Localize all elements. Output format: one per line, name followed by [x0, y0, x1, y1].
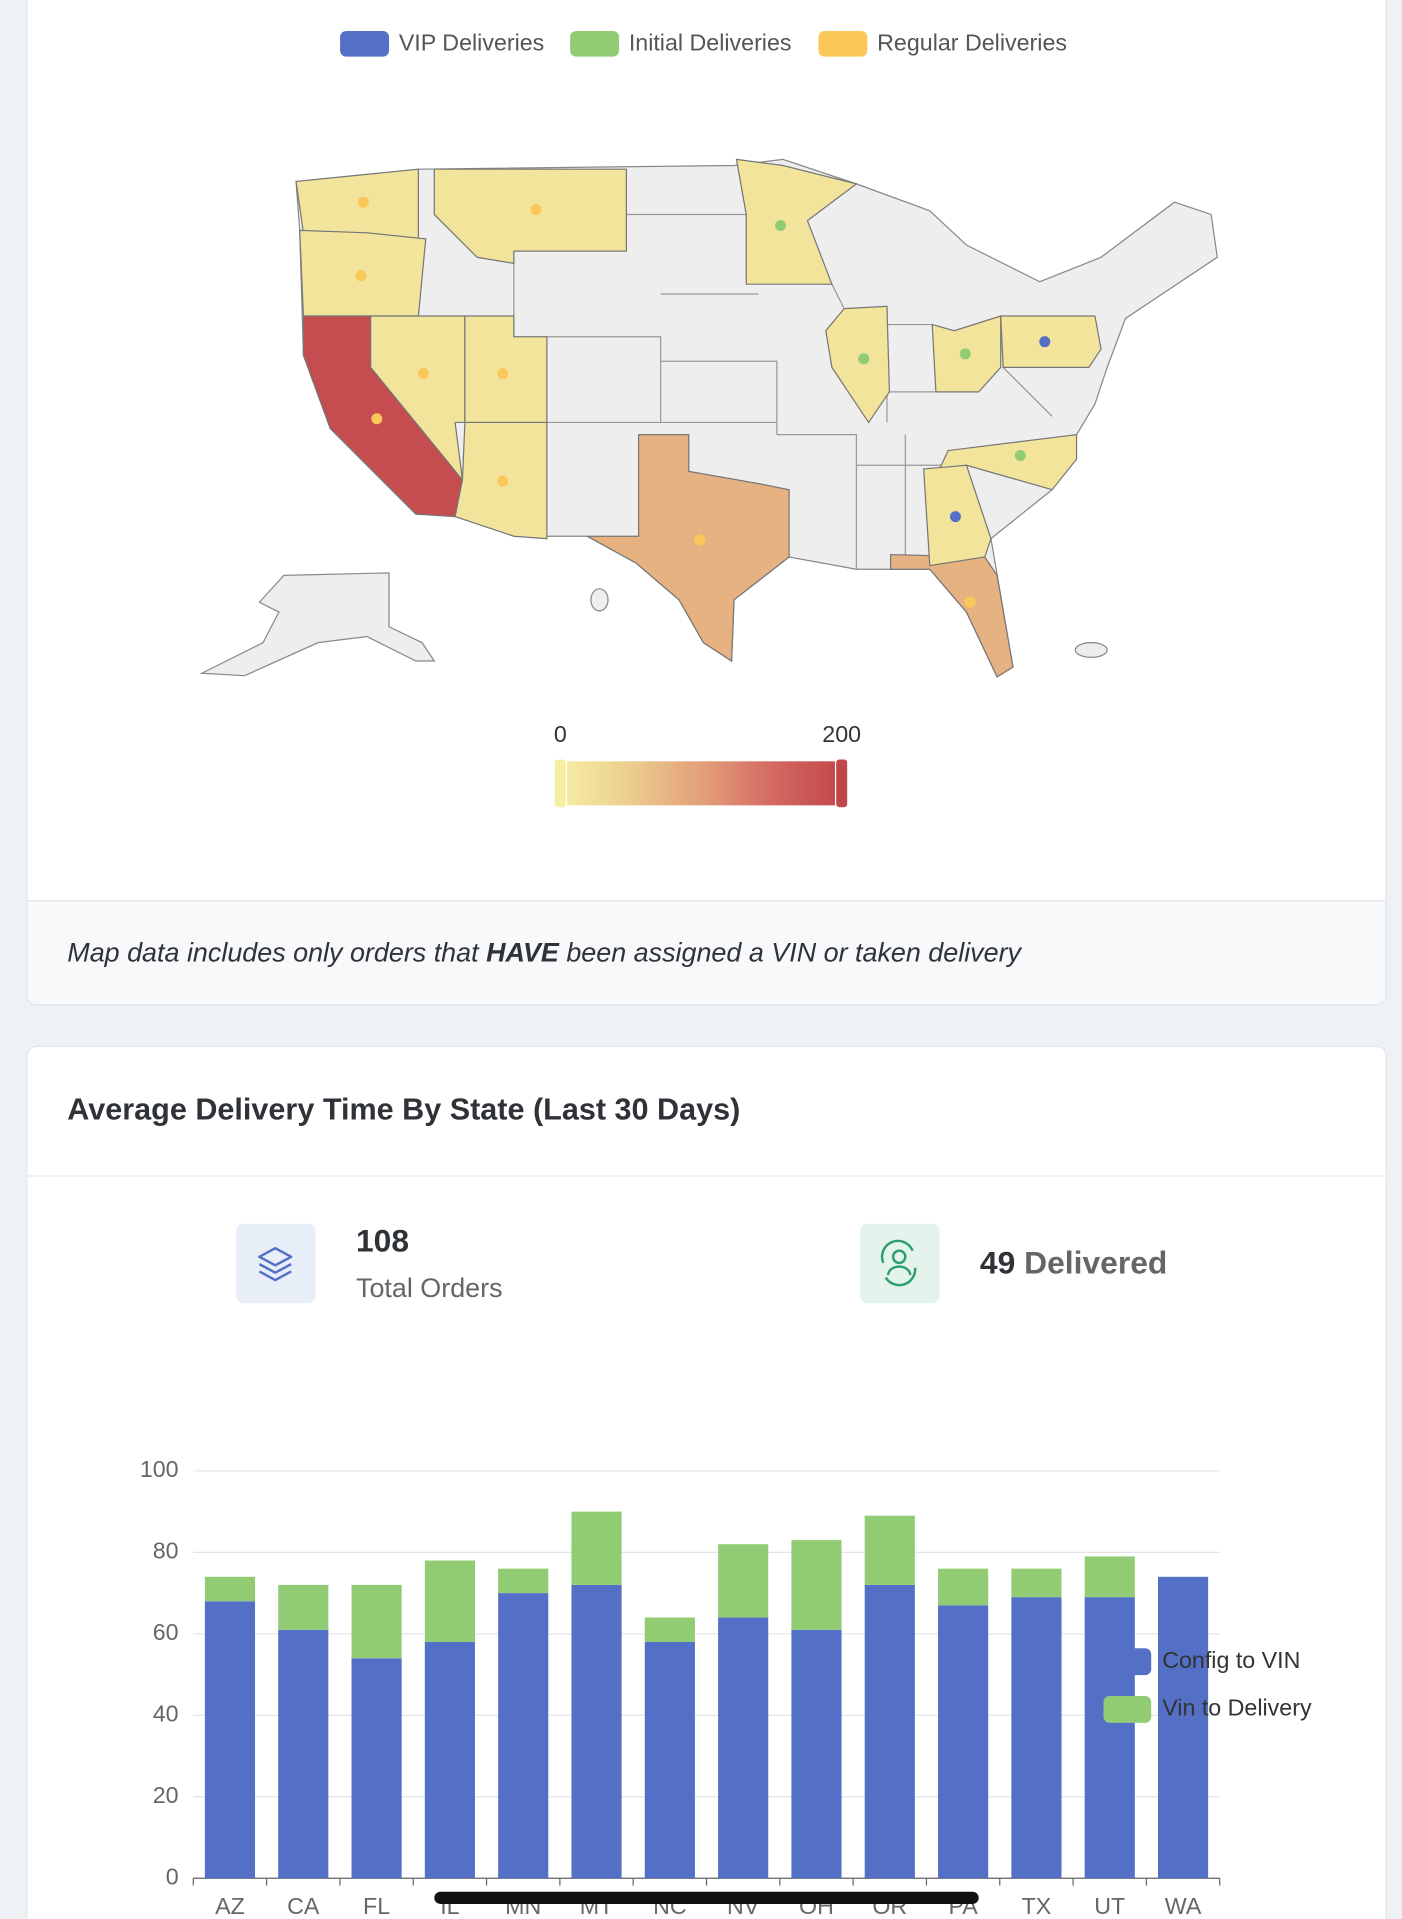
island [1074, 642, 1108, 658]
state-region [735, 158, 858, 285]
home-indicator [434, 1891, 979, 1904]
state-region [825, 305, 891, 424]
y-tick-label: 40 [153, 1700, 179, 1726]
bar-segment [498, 1593, 549, 1879]
delivery-marker [964, 596, 976, 608]
delivery-marker [858, 353, 870, 365]
card-title: Average Delivery Time By State (Last 30 … [67, 1092, 740, 1126]
bar-segment [424, 1641, 475, 1879]
bar-segment [1011, 1597, 1062, 1879]
legend-label: Initial Deliveries [629, 30, 792, 56]
layers-icon [258, 1246, 293, 1282]
bar-segment [278, 1629, 329, 1879]
x-tick-label: AZ [215, 1893, 245, 1919]
bar-segment [204, 1601, 256, 1879]
note-emphasis: HAVE [486, 938, 560, 968]
legend-label: VIP Deliveries [399, 30, 545, 56]
bar-segment [644, 1617, 695, 1642]
delivered-count: 49 [980, 1245, 1015, 1281]
bar-segment [644, 1641, 695, 1879]
bar-segment [864, 1515, 915, 1585]
state-region [586, 434, 790, 663]
bar-segment [718, 1617, 769, 1879]
delivered-stat: 49 Delivered [980, 1245, 1167, 1281]
bar-segment [1084, 1556, 1135, 1598]
note-text: Map data includes only orders that [67, 938, 480, 968]
x-tick-label: WA [1165, 1893, 1202, 1919]
delivery-marker [775, 219, 787, 231]
delivery-marker [949, 511, 961, 523]
delivery-marker [497, 367, 509, 380]
bar-segment [1084, 1597, 1135, 1879]
colorbar-handle [834, 758, 849, 809]
orders-icon-box [236, 1223, 316, 1304]
colorbar-label: 0 [554, 721, 567, 747]
delivery-marker [355, 270, 367, 282]
delivery-marker [497, 475, 509, 487]
delivery-marker [417, 367, 429, 380]
x-tick-label: TX [1022, 1893, 1052, 1919]
state-region [295, 168, 420, 240]
hawaii [590, 588, 609, 612]
bar-segment [864, 1584, 915, 1879]
bar-segment [351, 1658, 402, 1879]
y-tick-label: 100 [140, 1456, 179, 1482]
bar-segment [424, 1560, 475, 1642]
bar-segment [791, 1540, 842, 1630]
legend-label: Regular Deliveries [877, 30, 1067, 56]
delivered-icon [880, 1239, 917, 1287]
map [199, 158, 1218, 678]
bar-segment [204, 1576, 256, 1602]
legend-swatch [1103, 1648, 1152, 1676]
legend-label: Vin to Delivery [1162, 1695, 1312, 1721]
orders-label: Total Orders [356, 1273, 503, 1303]
colorbar-handle [553, 758, 568, 809]
delivery-marker [1014, 449, 1026, 461]
bar-segment [571, 1511, 622, 1585]
delivery-marker [371, 413, 383, 425]
bar-segment [938, 1605, 989, 1879]
bar-segment [1157, 1576, 1209, 1879]
x-tick-label: CA [287, 1893, 320, 1919]
bar-segment [351, 1584, 402, 1659]
y-tick-label: 20 [153, 1782, 179, 1808]
legend-swatch [1103, 1695, 1152, 1723]
bar-segment [938, 1568, 989, 1606]
y-tick-label: 0 [166, 1863, 179, 1889]
delivery-marker [959, 348, 971, 360]
orders-count: 108 [356, 1223, 409, 1259]
legend-label: Config to VIN [1162, 1647, 1300, 1673]
bar-segment [571, 1584, 622, 1879]
note-text: been assigned a VIN or taken delivery [566, 938, 1022, 968]
state-region [1000, 315, 1102, 368]
legend-swatch [340, 30, 390, 57]
state-region [433, 168, 627, 265]
alaska [199, 572, 436, 677]
map-note: Map data includes only orders that HAVE … [67, 938, 1022, 968]
colorbar-label: 200 [822, 721, 861, 747]
x-tick-label: UT [1094, 1893, 1125, 1919]
legend-swatch [570, 30, 620, 57]
delivery-marker [694, 534, 706, 546]
y-tick-label: 60 [153, 1619, 179, 1645]
bar-segment [791, 1629, 842, 1879]
delivered-label: Delivered [1024, 1245, 1167, 1281]
legend-swatch [818, 30, 868, 57]
map-card-footer [26, 900, 1387, 1006]
delivery-marker [357, 196, 369, 208]
bar-segment [1011, 1568, 1062, 1598]
colorbar [560, 761, 842, 806]
delivery-marker [1039, 336, 1051, 348]
delivery-marker [530, 204, 542, 216]
bar-segment [498, 1568, 549, 1594]
bar-segment [718, 1544, 769, 1618]
y-tick-label: 80 [153, 1537, 179, 1563]
state-region [890, 553, 1014, 678]
bar-segment [278, 1584, 329, 1630]
x-tick-label: FL [363, 1893, 390, 1919]
